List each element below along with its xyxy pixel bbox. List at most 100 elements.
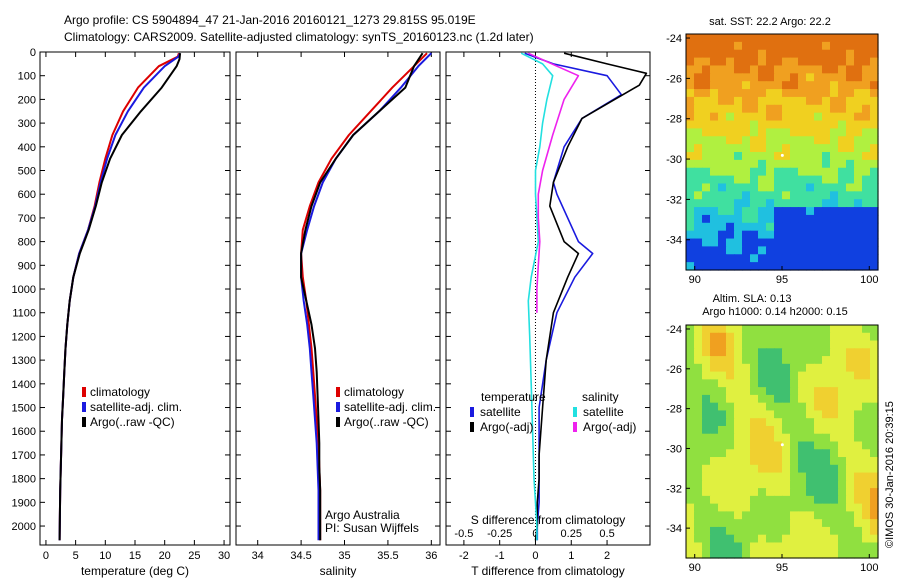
heatmap-cell xyxy=(694,246,703,255)
heatmap-cell xyxy=(862,348,871,357)
heatmap-cell xyxy=(694,332,703,342)
heatmap-cell xyxy=(798,199,807,208)
heatmap-cell xyxy=(806,81,815,90)
heatmap-cell xyxy=(774,152,783,161)
heatmap-cell xyxy=(814,402,823,412)
heatmap-cell xyxy=(870,104,879,114)
heatmap-cell xyxy=(686,394,695,404)
heatmap-cell xyxy=(870,379,879,388)
heatmap-cell xyxy=(870,73,879,82)
heatmap-cell xyxy=(726,238,735,247)
heatmap-cell xyxy=(814,214,823,224)
legend-swatch xyxy=(336,402,340,412)
heatmap-cell xyxy=(782,534,791,544)
header-line2: Climatology: CARS2009. Satellite-adjuste… xyxy=(64,30,534,44)
heatmap-cell xyxy=(862,159,871,169)
heatmap-cell xyxy=(742,550,751,559)
heatmap-cell xyxy=(782,402,791,412)
heatmap-cell xyxy=(830,325,839,334)
heatmap-cell xyxy=(870,363,879,373)
heatmap-cell xyxy=(750,402,759,412)
heatmap-cell xyxy=(742,457,751,466)
heatmap-cell xyxy=(710,49,719,59)
salinity-panel: 34 34.5 35 35.5 36salinityclimatologysatelli… xyxy=(235,51,441,578)
heatmap-cell xyxy=(790,112,799,122)
heatmap-cell xyxy=(686,340,695,349)
heatmap-cell xyxy=(838,394,847,404)
legend-label: climatology xyxy=(90,385,150,399)
heatmap-cell xyxy=(798,550,807,559)
heatmap-cell xyxy=(798,348,807,357)
heatmap-cell xyxy=(750,464,759,474)
heatmap-cell xyxy=(798,120,807,129)
heatmap-cell xyxy=(814,363,823,373)
heatmap-cell xyxy=(718,254,727,263)
heatmap-cell xyxy=(798,144,807,153)
heatmap-cell xyxy=(790,356,799,365)
heatmap-cell xyxy=(782,230,791,240)
heatmap-cell xyxy=(838,387,847,396)
heatmap-cell xyxy=(870,136,879,145)
heatmap-cell xyxy=(814,394,823,404)
y-tick-label: -26 xyxy=(666,364,682,376)
heatmap-cell xyxy=(686,519,695,528)
heatmap-cell xyxy=(806,222,815,232)
heatmap-cell xyxy=(822,73,831,82)
heatmap-cell xyxy=(726,371,735,380)
heatmap-cell xyxy=(798,254,807,263)
heatmap-cell xyxy=(734,363,743,373)
heatmap-cell xyxy=(726,348,735,357)
heatmap-cell xyxy=(790,34,799,43)
heatmap-cell xyxy=(822,449,831,458)
heatmap-cell xyxy=(774,136,783,145)
heatmap-cell xyxy=(782,167,791,177)
heatmap-cell xyxy=(758,457,767,466)
heatmap-cell xyxy=(718,325,727,334)
heatmap-cell xyxy=(838,379,847,388)
series-line-climatology xyxy=(300,52,428,541)
heatmap-cell xyxy=(774,49,783,59)
heatmap-cell xyxy=(846,41,855,51)
heatmap-cell xyxy=(838,488,847,497)
y-tick-label: -24 xyxy=(666,33,682,45)
heatmap-cell xyxy=(838,191,847,200)
heatmap-cell xyxy=(814,387,823,396)
heatmap-cell xyxy=(694,340,703,349)
heatmap-cell xyxy=(830,472,839,481)
heatmap-cell xyxy=(822,183,831,192)
heatmap-cell xyxy=(830,128,839,137)
heatmap-cell xyxy=(830,41,839,51)
heatmap-cell xyxy=(686,472,695,481)
heatmap-cell xyxy=(702,262,711,271)
heatmap-cell xyxy=(702,410,711,419)
heatmap-cell xyxy=(782,433,791,443)
heatmap-cell xyxy=(854,511,863,520)
heatmap-cell xyxy=(742,325,751,334)
heatmap-cell xyxy=(750,441,759,450)
heatmap-cell xyxy=(718,340,727,349)
heatmap-cell xyxy=(774,511,783,520)
heatmap-cell xyxy=(686,214,695,224)
heatmap-cell xyxy=(862,449,871,458)
heatmap-cell xyxy=(854,425,863,435)
heatmap-cell xyxy=(726,519,735,528)
heatmap-cell xyxy=(694,433,703,443)
heatmap-cell xyxy=(790,262,799,271)
y-tick-label: 1400 xyxy=(12,379,36,391)
heatmap-cell xyxy=(758,144,767,153)
heatmap-cell xyxy=(854,503,863,512)
heatmap-cell xyxy=(710,394,719,404)
y-tick-label: -32 xyxy=(666,483,682,495)
heatmap-cell xyxy=(798,112,807,122)
x2-tick-label: 0 xyxy=(532,528,538,540)
heatmap-cell xyxy=(750,262,759,271)
heatmap-cell xyxy=(830,230,839,240)
heatmap-cell xyxy=(798,418,807,427)
heatmap-cell xyxy=(854,222,863,232)
heatmap-cell xyxy=(766,41,775,51)
heatmap-cell xyxy=(726,472,735,481)
heatmap-cell xyxy=(702,441,711,450)
heatmap-cell xyxy=(742,222,751,232)
heatmap-cell xyxy=(854,159,863,169)
heatmap-cell xyxy=(726,488,735,497)
